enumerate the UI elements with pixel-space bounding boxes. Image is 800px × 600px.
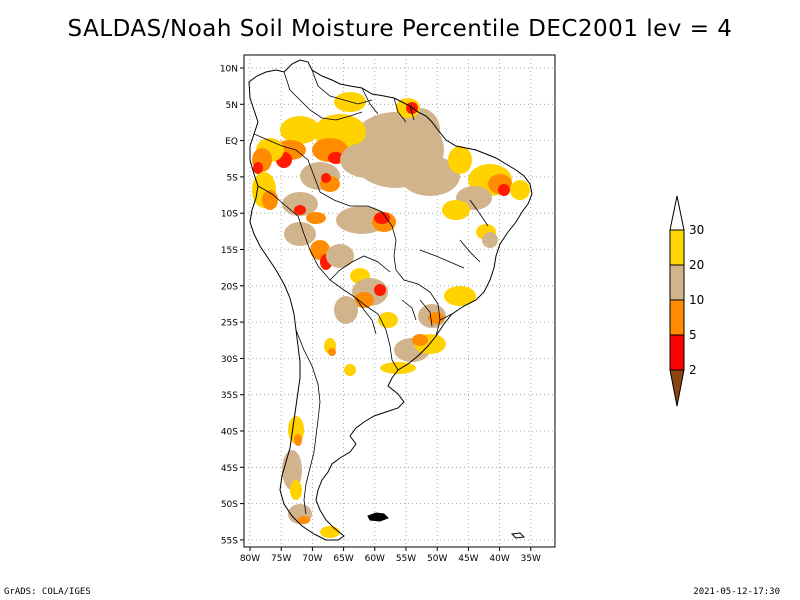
colorbar-segment <box>669 264 685 301</box>
shading-patch <box>444 286 476 306</box>
lon-label: 65W <box>333 554 353 564</box>
colorbar-label: 5 <box>689 328 697 342</box>
shading-patch <box>298 516 310 524</box>
lat-label: 50S <box>221 500 238 510</box>
shading-patch <box>448 146 472 174</box>
lat-label: 10N <box>220 65 238 75</box>
lat-label: 55S <box>221 536 238 546</box>
shading-patch <box>320 526 340 538</box>
lat-label: 45S <box>221 464 238 474</box>
shading-patch <box>340 142 396 178</box>
colorbar-label: 30 <box>689 223 704 237</box>
shading-patch <box>510 180 530 200</box>
lon-label: 40W <box>489 554 509 564</box>
lon-label: 45W <box>458 554 478 564</box>
shading-patch <box>400 108 440 152</box>
soil-moisture-shading <box>252 92 530 538</box>
colorbar-segment <box>669 229 685 266</box>
shading-patch <box>380 362 416 374</box>
shading-patch <box>344 364 356 376</box>
shading-patch <box>321 173 331 183</box>
lat-label: EQ <box>225 137 238 147</box>
island-se <box>510 532 526 539</box>
colorbar-legend: 30 20 10 5 2 <box>669 195 704 407</box>
colorbar-label: 20 <box>689 258 704 272</box>
shading-patch <box>482 232 498 248</box>
colorbar-label: 10 <box>689 293 704 307</box>
lat-label: 25S <box>221 319 238 329</box>
shading-patch <box>354 292 374 308</box>
shading-patch <box>306 212 326 224</box>
latitude-labels: 10N 5N EQ 5S 10S 15S 20S 25S 30S 35S 40S 45S 50S 55S <box>220 65 244 546</box>
lat-label: 35S <box>221 391 238 401</box>
shading-patch <box>290 480 302 500</box>
lat-label: 15S <box>221 246 238 256</box>
country-borders <box>253 69 489 515</box>
falkland-islands <box>367 512 389 522</box>
shading-patch <box>284 222 316 246</box>
lon-label: 70W <box>302 554 322 564</box>
colorbar-top-triangle <box>669 195 685 231</box>
lat-label: 40S <box>221 428 238 438</box>
shading-patch <box>326 244 354 268</box>
map-title: SALDAS/Noah Soil Moisture Percentile DEC… <box>67 16 733 42</box>
shading-patch <box>334 296 358 324</box>
lat-label: 30S <box>221 355 238 365</box>
shading-patch <box>253 162 263 174</box>
coastline <box>248 59 533 541</box>
shading-patch <box>262 190 278 210</box>
lon-label: 60W <box>365 554 385 564</box>
footer-timestamp: 2021-05-12-17:30 <box>693 587 780 597</box>
colorbar-segment <box>669 334 685 371</box>
shading-patch <box>328 152 344 164</box>
lon-label: 35W <box>521 554 541 564</box>
colorbar-segment <box>669 299 685 336</box>
longitude-labels: 80W 75W 70W 65W 60W 55W 50W 45W 40W 35W <box>240 547 541 564</box>
lon-label: 80W <box>240 554 260 564</box>
lat-label: 20S <box>221 282 238 292</box>
lon-label: 55W <box>396 554 416 564</box>
shading-patch <box>280 116 320 144</box>
shading-patch <box>412 334 428 346</box>
shading-patch <box>400 156 460 196</box>
continent-outline <box>248 59 533 541</box>
shading-patch <box>294 434 302 446</box>
shading-patch <box>374 212 390 224</box>
colorbar-label: 2 <box>689 363 697 377</box>
shading-patch <box>498 184 510 196</box>
colorbar-bottom-triangle <box>669 369 685 407</box>
lat-label: 5S <box>227 173 239 183</box>
shading-patch <box>442 200 470 220</box>
footer-credit: GrADS: COLA/IGES <box>4 587 91 597</box>
shading-patch <box>374 284 386 296</box>
shading-patch <box>328 348 336 356</box>
lon-label: 50W <box>427 554 447 564</box>
shading-patch <box>294 205 306 215</box>
lon-label: 75W <box>271 554 291 564</box>
lat-label: 5N <box>226 101 238 111</box>
lat-label: 10S <box>221 210 238 220</box>
